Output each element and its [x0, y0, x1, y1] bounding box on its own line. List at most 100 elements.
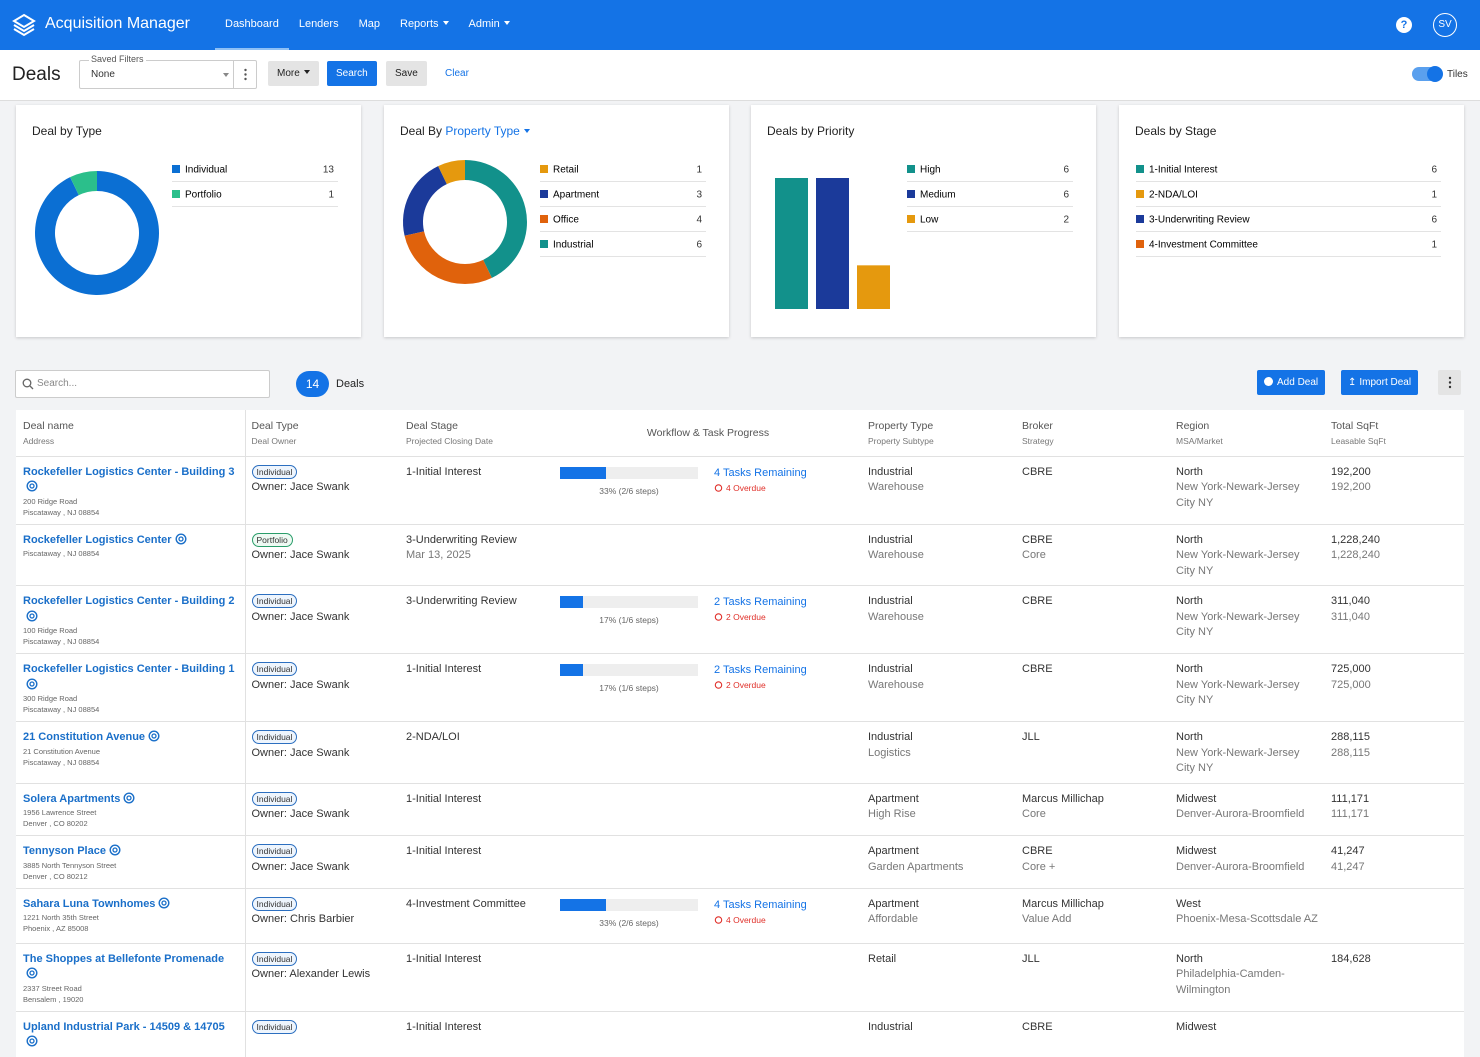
- list-menu[interactable]: [1438, 370, 1461, 395]
- label: More: [277, 68, 300, 79]
- title-text: Deals by Stage: [1135, 124, 1217, 138]
- more-button[interactable]: More: [268, 61, 319, 86]
- alarm-icon: [714, 613, 723, 621]
- market: New York-Newark-Jersey City NY: [1176, 746, 1300, 775]
- label: Add Deal: [1277, 377, 1319, 388]
- cell: Tennyson Place 3885 North Tennyson Street…: [16, 835, 246, 888]
- cell: Industrial Warehouse: [862, 455, 1016, 524]
- deal-owner: Owner: Jace Swank: [251, 549, 350, 561]
- deal-name[interactable]: Tennyson Place: [23, 844, 239, 860]
- tiles-toggle[interactable]: [1412, 66, 1443, 82]
- dot: [29, 483, 35, 489]
- nav-item[interactable]: Map: [349, 0, 390, 50]
- cell: North New York-Newark-Jersey City NY: [1170, 585, 1325, 654]
- nav-label: Reports: [400, 18, 439, 30]
- cell: Rockefeller Logistics Center - Building …: [16, 585, 246, 654]
- cell: 1-Initial Interest: [400, 1010, 554, 1057]
- broker: Marcus Millichap: [1022, 897, 1104, 910]
- total-sqft: 725,000: [1331, 663, 1371, 675]
- progress-fill: [560, 596, 584, 608]
- search-input[interactable]: Search...: [15, 370, 270, 398]
- toolbar: Deals Saved Filters None More Search Sav…: [0, 50, 1480, 101]
- filter-menu[interactable]: [233, 61, 257, 88]
- import-deal-button[interactable]: ↥ Import Deal: [1341, 370, 1419, 395]
- deal-stage: 1-Initial Interest: [406, 1020, 482, 1033]
- cell: 33% (2/6 steps) 4 Tasks Remaining 4 Overdu…: [554, 887, 862, 943]
- dot: [29, 612, 35, 619]
- bar: [775, 178, 808, 309]
- dot: [177, 535, 184, 542]
- save-button[interactable]: Save: [386, 61, 427, 86]
- strategy: Core +: [1022, 860, 1056, 873]
- broker: CBRE: [1022, 845, 1053, 857]
- cell: 1-Initial Interest: [400, 455, 554, 524]
- add-deal-button[interactable]: Add Deal: [1257, 370, 1326, 395]
- region: Midwest: [1176, 1020, 1217, 1033]
- deal-name[interactable]: Rockefeller Logistics Center - Building …: [23, 662, 239, 693]
- brand[interactable]: Acquisition Manager: [45, 15, 190, 32]
- email-icon: [26, 677, 38, 690]
- widget: Deals by Priority High 6 Medium 6 Low 2: [751, 105, 1096, 337]
- cell: Retail: [862, 942, 1016, 1011]
- legend-swatch: [1136, 190, 1144, 198]
- clear-link[interactable]: Clear: [445, 68, 469, 79]
- tasks-link[interactable]: 2 Tasks Remaining: [714, 596, 807, 608]
- deal-stage: 1-Initial Interest: [406, 952, 482, 965]
- legend-label: Medium: [920, 190, 956, 201]
- deal-row: 21 Constitution Avenue 21 Constitution Av…: [16, 721, 1464, 783]
- nav-item[interactable]: Dashboard: [215, 0, 289, 50]
- deal-name[interactable]: Solera Apartments: [23, 791, 239, 808]
- property-type: Industrial: [868, 595, 913, 607]
- tasks-link[interactable]: 4 Tasks Remaining: [714, 898, 807, 911]
- deal-name[interactable]: Upland Industrial Park - 14509 & 14705: [23, 1020, 239, 1051]
- deal-name[interactable]: Rockefeller Logistics Center - Building …: [23, 594, 239, 625]
- deal-row: Tennyson Place 3885 North Tennyson Street…: [16, 835, 1464, 888]
- deal-name-text: 21 Constitution Avenue: [23, 731, 146, 743]
- property-subtype: Garden Apartments: [868, 860, 964, 873]
- cell: 4-Investment Committee: [400, 887, 554, 943]
- deal-name[interactable]: Rockefeller Logistics Center - Building …: [23, 465, 239, 496]
- broker: CBRE: [1022, 465, 1053, 478]
- total-sqft: 41,247: [1331, 845, 1365, 857]
- deal-name[interactable]: Rockefeller Logistics Center: [23, 532, 239, 549]
- caret: [442, 21, 449, 25]
- title-link[interactable]: Property Type: [445, 124, 530, 138]
- progress-track: [560, 664, 698, 676]
- cell: Industrial Warehouse: [862, 523, 1016, 586]
- dot: [126, 794, 133, 801]
- cell: [554, 1010, 862, 1057]
- cell: JLL: [1016, 721, 1170, 783]
- tasks-link[interactable]: 2 Tasks Remaining: [714, 664, 807, 676]
- nav-item[interactable]: Lenders: [289, 0, 349, 50]
- donut-slice: [35, 171, 160, 295]
- deal-row: Rockefeller Logistics Center - Building …: [16, 585, 1464, 654]
- legend-swatch: [907, 190, 915, 198]
- deal-name[interactable]: Sahara Luna Townhomes: [23, 896, 239, 913]
- widget: Deal By Property Type Retail 1 Apartment 3 Of…: [384, 105, 729, 337]
- help-icon[interactable]: ?: [1396, 17, 1412, 33]
- deal-name[interactable]: 21 Constitution Avenue: [23, 730, 239, 746]
- saved-filter[interactable]: Saved Filters None: [79, 54, 257, 89]
- address-line: Denver , CO 80212: [23, 871, 88, 881]
- deal-name[interactable]: The Shoppes at Bellefonte Promenade: [23, 952, 239, 983]
- nav-item[interactable]: Reports: [390, 0, 459, 50]
- region: North: [1176, 731, 1203, 743]
- leasable-sqft: 192,200: [1331, 481, 1371, 493]
- cell: Midwest Denver-Aurora-Broomfield: [1170, 782, 1325, 836]
- address-line: Piscataway , NJ 08854: [23, 637, 100, 646]
- cell: [1325, 887, 1464, 943]
- cell: Individual Owner: Jace Swank: [245, 585, 400, 654]
- legend-label: Individual: [185, 165, 227, 176]
- kebab: [1448, 376, 1452, 389]
- search-button[interactable]: Search: [327, 61, 377, 86]
- total-sqft: 288,115: [1331, 731, 1370, 743]
- cell: [554, 835, 862, 888]
- header-sub: Strategy: [1022, 435, 1054, 446]
- widget-title: Deals by Stage: [1135, 124, 1216, 138]
- overdue: 2 Overdue: [714, 678, 766, 694]
- deal-owner: Owner: Chris Barbier: [251, 913, 355, 925]
- cell: 725,000 725,000: [1325, 653, 1464, 722]
- tasks-link[interactable]: 4 Tasks Remaining: [714, 466, 807, 479]
- avatar[interactable]: SV: [1433, 13, 1457, 37]
- nav-item[interactable]: Admin: [459, 0, 520, 50]
